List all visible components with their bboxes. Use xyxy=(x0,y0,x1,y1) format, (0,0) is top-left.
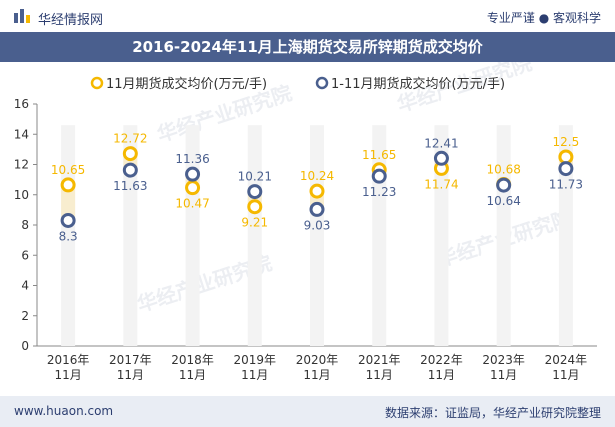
ytd-point-5 xyxy=(371,168,387,184)
nov-point-2 xyxy=(185,180,201,196)
ytd-label-0: 8.3 xyxy=(59,229,78,243)
y-tick-label-6: 6 xyxy=(21,248,29,262)
category-column-8 xyxy=(558,125,573,346)
nov-label-8: 12.5 xyxy=(553,135,580,149)
ytd-label-1: 11.63 xyxy=(113,179,147,193)
x-tick-label-6: 2022年 11月 xyxy=(420,353,463,382)
x-tick-label-0: 2016年 11月 xyxy=(47,353,90,382)
x-tick-label-7: 2023年 11月 xyxy=(482,353,525,382)
y-tick-label-12: 12 xyxy=(14,158,29,172)
category-column-4 xyxy=(310,125,324,346)
nov-label-3: 9.21 xyxy=(241,216,268,230)
ytd-label-5: 11.23 xyxy=(362,185,396,199)
nov-label-7: 10.68 xyxy=(486,162,520,176)
ytd-label-8: 11.73 xyxy=(549,178,583,192)
huajing-logo-icon xyxy=(14,9,30,23)
range-bar-0 xyxy=(61,184,76,221)
chart-area: 华经产业研究院华经产业研究院华经产业研究院华经产业研究院11月期货成交均价(万元… xyxy=(14,62,597,382)
ytd-label-2: 11.36 xyxy=(175,152,209,166)
nov-point-4 xyxy=(309,183,325,199)
y-tick-label-16: 16 xyxy=(14,97,29,111)
ytd-point-2 xyxy=(185,166,201,182)
nov-point-3 xyxy=(247,199,263,215)
nov-label-2: 10.47 xyxy=(175,197,209,211)
nov-label-5: 11.65 xyxy=(362,148,396,162)
legend-label-ytd: 1-11月期货成交均价(万元/手) xyxy=(331,76,505,92)
x-tick-label-8: 2024年 11月 xyxy=(545,353,588,382)
x-tick-label-3: 2019年 11月 xyxy=(234,353,277,382)
category-column-7 xyxy=(496,125,511,346)
brand-name: 华经情报网 xyxy=(38,13,104,28)
category-column-6 xyxy=(434,125,449,346)
nov-label-0: 10.65 xyxy=(51,163,85,177)
website-url[interactable]: www.huaon.com xyxy=(14,404,114,418)
y-tick-label-8: 8 xyxy=(21,218,29,232)
x-tick-label-4: 2020年 11月 xyxy=(296,353,339,382)
x-tick-label-2: 2018年 11月 xyxy=(171,353,214,382)
header-bar: 华经情报网 专业严谨 ● 客观科学 xyxy=(0,0,615,32)
data-source: 数据来源：证监局，华经产业研究院整理 xyxy=(384,406,601,420)
y-tick-label-2: 2 xyxy=(21,309,29,323)
ytd-label-3: 10.21 xyxy=(238,170,272,184)
ytd-label-6: 12.41 xyxy=(424,136,458,150)
ytd-point-4 xyxy=(309,201,325,217)
nov-label-1: 12.72 xyxy=(113,132,147,146)
legend-marker-nov xyxy=(90,76,104,90)
y-tick-label-10: 10 xyxy=(14,188,29,202)
footer-bar: www.huaon.com 数据来源：证监局，华经产业研究院整理 xyxy=(0,396,615,427)
legend-marker-ytd xyxy=(315,76,329,90)
ytd-point-1 xyxy=(122,162,138,178)
ytd-label-4: 9.03 xyxy=(304,218,331,232)
category-column-3 xyxy=(247,125,262,346)
x-tick-label-5: 2021年 11月 xyxy=(358,353,401,382)
ytd-point-3 xyxy=(247,184,263,200)
nov-point-0 xyxy=(60,177,76,193)
ytd-point-0 xyxy=(60,212,76,228)
nov-point-1 xyxy=(122,146,138,162)
y-tick-label-0: 0 xyxy=(21,339,29,353)
nov-label-4: 10.24 xyxy=(300,169,334,183)
y-tick-label-14: 14 xyxy=(14,127,29,141)
x-tick-label-1: 2017年 11月 xyxy=(109,353,152,382)
title-bar: 2016-2024年11月上海期货交易所锌期货成交均价 xyxy=(0,32,615,62)
ytd-point-7 xyxy=(496,177,512,193)
category-column-1 xyxy=(123,125,138,346)
y-tick-label-4: 4 xyxy=(21,279,29,293)
ytd-label-7: 10.64 xyxy=(486,194,520,208)
ytd-point-6 xyxy=(433,150,449,166)
chart-title: 2016-2024年11月上海期货交易所锌期货成交均价 xyxy=(132,38,483,56)
ytd-point-8 xyxy=(558,161,574,177)
slogan: 专业严谨 ● 客观科学 xyxy=(486,11,601,25)
legend-label-nov: 11月期货成交均价(万元/手) xyxy=(106,76,267,92)
nov-label-6: 11.74 xyxy=(424,177,458,191)
